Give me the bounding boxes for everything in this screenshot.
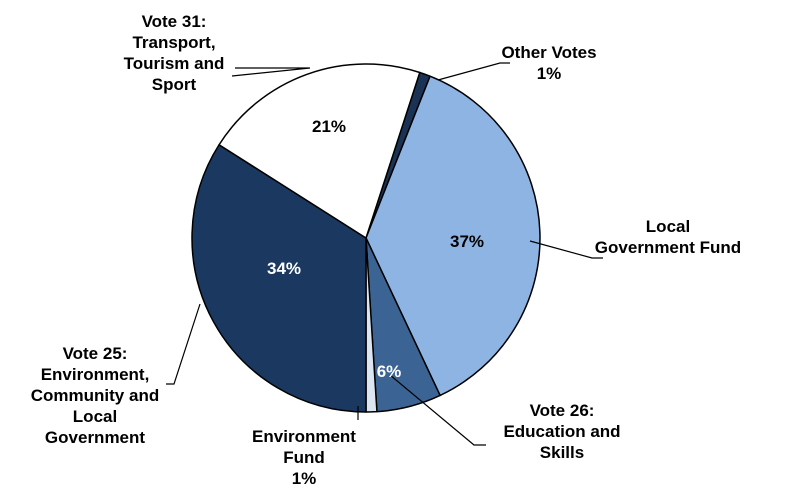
category-label-line: 1% [292, 469, 317, 488]
category-labels: Other Votes 1% Local Government Fund Vote 26… [31, 12, 741, 488]
category-label-line: Community and [31, 386, 159, 405]
leader-line-1 [529, 240, 603, 259]
pie-slice-4 [191, 144, 367, 413]
category-label-5: Vote 31: Transport, Tourism and Sport [124, 12, 225, 94]
category-label-line: 1% [537, 64, 562, 83]
category-label-line: Government [45, 428, 145, 447]
leader-lines [166, 62, 603, 446]
category-label-line: Vote 26: [530, 401, 595, 420]
category-label-4: Vote 25: Environment, Community and Local Go… [31, 344, 159, 447]
pie-slice-1 [365, 75, 541, 397]
leader-line-2 [389, 374, 486, 446]
percent-label-1: 37% [450, 232, 484, 251]
category-label-line: Vote 31: [142, 12, 207, 31]
category-label-0: Other Votes 1% [501, 43, 596, 83]
pie-slice-5 [218, 63, 421, 239]
category-label-line: Transport, [132, 33, 215, 52]
pie-slices [191, 63, 541, 413]
percent-label-2: 6% [377, 362, 402, 381]
category-label-line: Vote 25: [63, 344, 128, 363]
category-label-line: Environment, [41, 365, 150, 384]
category-label-line: Local [646, 217, 690, 236]
percent-label-4: 34% [267, 259, 301, 278]
percent-labels: 37% 6% 34% 21% [267, 117, 484, 381]
category-label-line: Government Fund [595, 238, 741, 257]
category-label-line: Local [73, 407, 117, 426]
percent-label-5: 21% [312, 117, 346, 136]
category-label-line: Environment [252, 427, 356, 446]
leader-line-4 [166, 303, 201, 385]
leader-line-5 [231, 67, 311, 77]
leader-line-0 [437, 62, 510, 81]
category-label-line: Sport [152, 75, 197, 94]
category-label-2: Vote 26: Education and Skills [503, 401, 620, 462]
category-label-line: Fund [283, 448, 325, 467]
category-label-line: Tourism and [124, 54, 225, 73]
category-label-line: Other Votes [501, 43, 596, 62]
category-label-line: Skills [540, 443, 584, 462]
category-label-1: Local Government Fund [595, 217, 741, 257]
category-label-line: Education and [503, 422, 620, 441]
category-label-3: Environment Fund 1% [252, 427, 356, 488]
